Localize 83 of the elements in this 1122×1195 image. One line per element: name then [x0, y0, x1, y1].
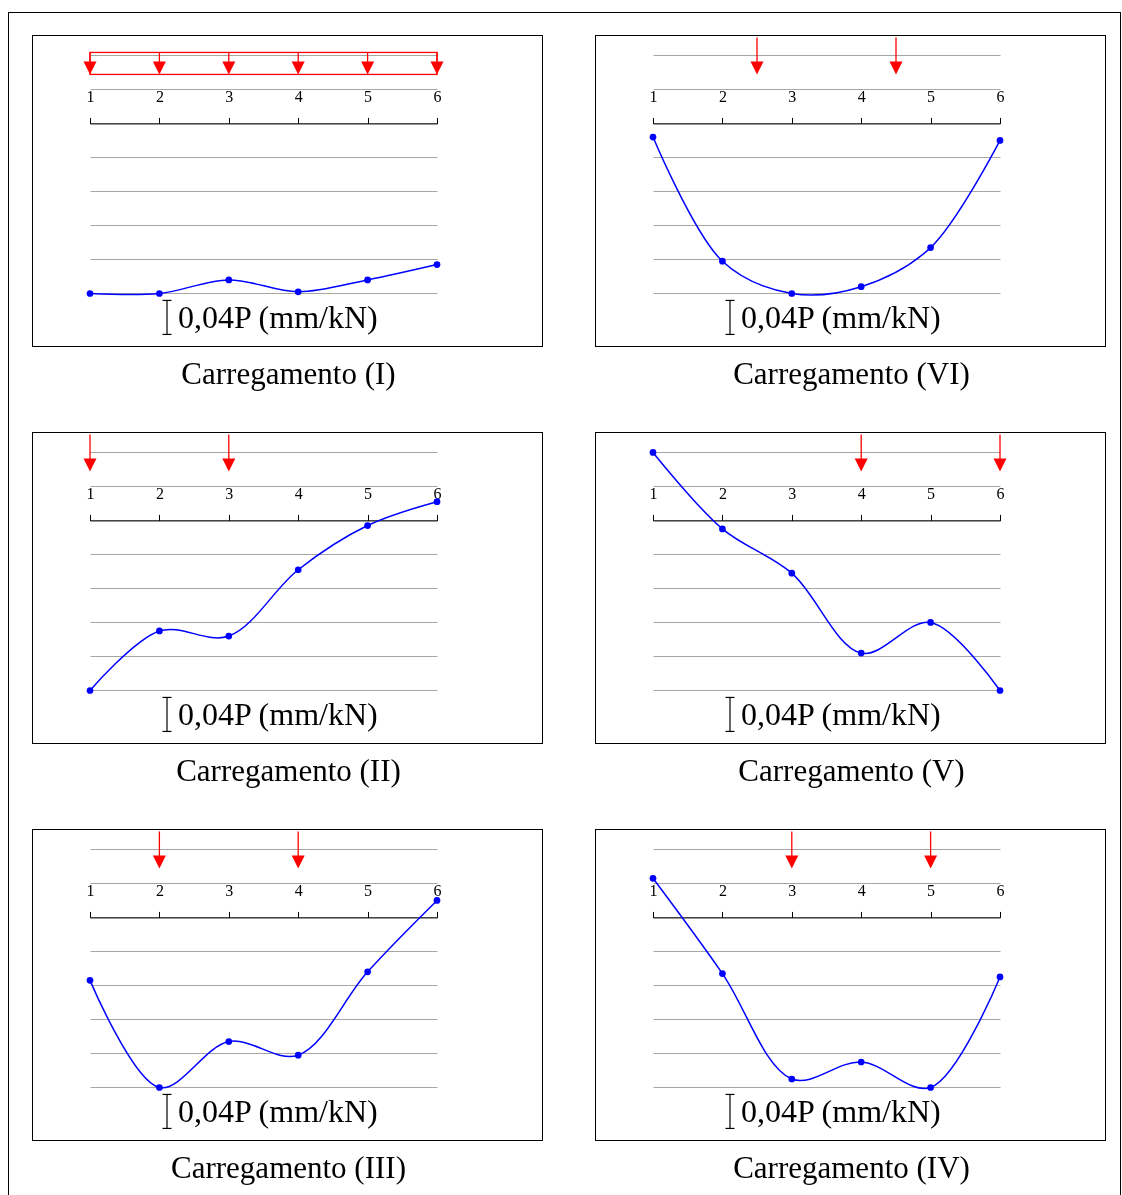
point [927, 619, 934, 626]
point [156, 290, 163, 297]
text: 0,04P (mm/kN) [741, 696, 941, 733]
x-tick-label: 2 [718, 484, 727, 502]
x-tick-label: 3 [788, 484, 797, 502]
x-tick-label: 4 [857, 484, 866, 502]
x-tick-label: 1 [649, 881, 658, 899]
x-tick-label: 6 [433, 484, 442, 502]
x-tick-label: 4 [857, 87, 866, 105]
x-tick-label: 4 [294, 87, 303, 105]
point [225, 1038, 233, 1045]
point [433, 261, 441, 268]
point [857, 283, 865, 291]
point [433, 897, 441, 904]
text: Carregamento (V) [738, 753, 965, 788]
point [294, 1051, 302, 1059]
x-tick-label: 1 [649, 87, 658, 105]
x-tick-label: 5 [364, 87, 373, 105]
x-tick-label: 1 [649, 484, 658, 502]
point [996, 137, 1004, 144]
point [649, 449, 657, 456]
x-tick-label: 5 [364, 484, 373, 502]
text: 0,04P (mm/kN) [178, 1093, 378, 1130]
point [857, 649, 865, 657]
point [927, 244, 934, 251]
x-tick-label: 2 [718, 87, 727, 105]
x-tick-label: 4 [294, 881, 303, 899]
x-tick-label: 3 [788, 881, 797, 899]
text: 0,04P (mm/kN) [741, 1093, 941, 1130]
text: Carregamento (IV) [733, 1150, 970, 1185]
x-tick-label: 6 [433, 881, 442, 899]
point [86, 977, 94, 984]
point [996, 973, 1004, 981]
x-tick-label: 2 [718, 881, 727, 899]
x-tick-label: 4 [294, 484, 303, 502]
text: Carregamento (I) [181, 356, 396, 391]
point [649, 874, 657, 882]
x-tick-label: 5 [364, 881, 373, 899]
point [364, 276, 371, 284]
point [225, 632, 233, 640]
point [86, 290, 94, 297]
point [156, 1084, 163, 1091]
point [996, 687, 1004, 694]
text: Carregamento (VI) [733, 356, 970, 391]
x-tick-label: 6 [996, 87, 1005, 105]
x-tick-label: 3 [225, 881, 234, 899]
point [649, 133, 657, 141]
text: 0,04P (mm/kN) [178, 696, 378, 733]
point [225, 276, 233, 284]
point [294, 566, 302, 574]
x-tick-label: 4 [857, 881, 866, 899]
text: Carregamento (III) [171, 1150, 406, 1185]
x-tick-label: 5 [927, 881, 936, 899]
point [927, 1084, 934, 1091]
point [857, 1058, 865, 1066]
point [788, 290, 796, 297]
x-tick-label: 6 [996, 484, 1005, 502]
point [364, 968, 371, 976]
point [719, 257, 726, 265]
x-tick-label: 3 [788, 87, 797, 105]
point [788, 569, 796, 577]
x-tick-label: 6 [433, 87, 442, 105]
x-tick-label: 3 [225, 484, 234, 502]
text: 0,04P (mm/kN) [741, 299, 941, 336]
x-tick-label: 2 [155, 87, 164, 105]
point [788, 1075, 796, 1083]
x-tick-label: 1 [86, 87, 95, 105]
x-tick-label: 2 [155, 484, 164, 502]
text: Carregamento (II) [176, 753, 401, 788]
x-tick-label: 3 [225, 87, 234, 105]
x-tick-label: 6 [996, 881, 1005, 899]
x-tick-label: 1 [86, 484, 95, 502]
point [86, 687, 94, 694]
text: 0,04P (mm/kN) [178, 299, 378, 336]
x-tick-label: 2 [155, 881, 164, 899]
x-tick-label: 5 [927, 484, 936, 502]
point [364, 522, 371, 529]
x-tick-label: 1 [86, 881, 95, 899]
point [294, 288, 302, 296]
x-tick-label: 5 [927, 87, 936, 105]
point [719, 970, 726, 977]
point [156, 627, 163, 635]
point [719, 525, 726, 533]
